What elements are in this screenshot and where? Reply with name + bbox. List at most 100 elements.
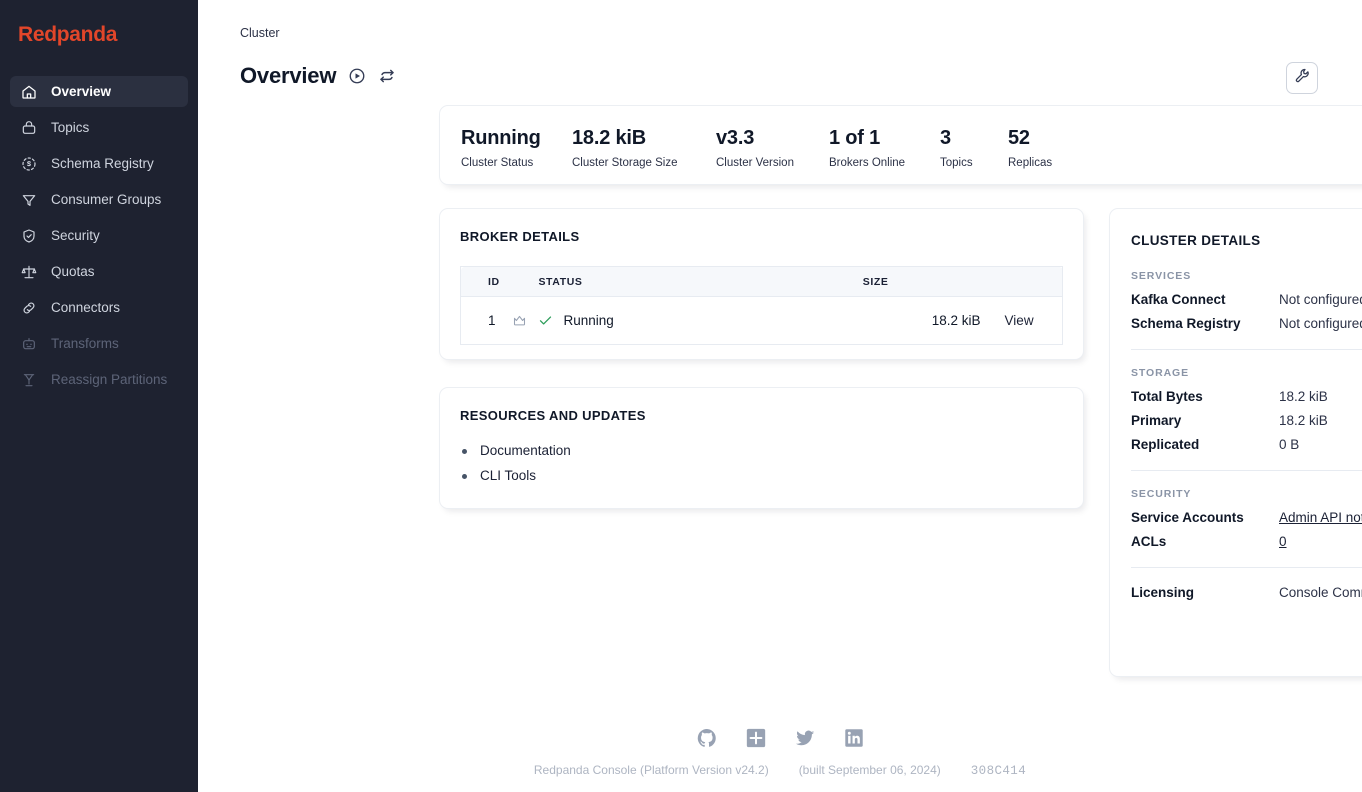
stat-cluster-status: Running Cluster Status: [461, 126, 541, 170]
build-date: (built September 06, 2024): [798, 763, 941, 777]
shield-check-icon: [20, 227, 38, 245]
sidebar-nav: Overview Topics Schema Registry Consumer…: [0, 76, 198, 395]
sidebar: Redpanda Overview Topics Schema Registry: [0, 0, 198, 792]
sidebar-item-label: Reassign Partitions: [51, 372, 168, 387]
sidebar-item-schema-registry[interactable]: Schema Registry: [10, 148, 188, 179]
broker-id-value: 1: [488, 313, 496, 328]
broker-table: ID Status Size 1: [460, 266, 1063, 345]
divider: [1131, 349, 1362, 350]
sidebar-item-connectors[interactable]: Connectors: [10, 292, 188, 323]
detail-row-licensing: Licensing Console Community: [1131, 585, 1362, 600]
cluster-details-title: Cluster Details: [1131, 233, 1261, 248]
stat-label: Cluster Storage Size: [572, 157, 678, 169]
sidebar-item-transforms: Transforms: [10, 328, 188, 359]
column-header-id[interactable]: ID: [460, 266, 539, 297]
broker-table-head: ID Status Size: [460, 266, 1063, 297]
detail-key: Primary: [1131, 413, 1182, 428]
sidebar-item-label: Connectors: [51, 300, 121, 315]
sidebar-item-security[interactable]: Security: [10, 220, 188, 251]
view-broker-link[interactable]: View: [1004, 313, 1034, 328]
schema-registry-icon: [20, 155, 38, 173]
column-header-status[interactable]: Status: [538, 266, 863, 297]
service-accounts-link[interactable]: Admin API not configured: [1279, 510, 1362, 525]
column-header-size[interactable]: Size: [862, 266, 983, 297]
refresh-icon[interactable]: [378, 67, 396, 85]
list-item[interactable]: CLI Tools: [460, 468, 1063, 483]
detail-value: Not configured: [1279, 292, 1362, 307]
detail-value: 18.2 kiB: [1279, 389, 1328, 404]
scales-icon: [20, 263, 38, 281]
cluster-details-card: Cluster Details Services Kafka Connect N…: [1109, 208, 1362, 677]
divider: [1131, 567, 1362, 568]
cell-status: Running: [538, 296, 863, 345]
breadcrumb[interactable]: Cluster: [240, 26, 280, 40]
linkedin-icon[interactable]: [843, 727, 865, 749]
stat-cluster-version: v3.3 Cluster Version: [716, 126, 794, 170]
section-label-security: Security: [1131, 488, 1192, 500]
twitter-icon[interactable]: [794, 727, 816, 749]
tools-button[interactable]: [1286, 62, 1318, 94]
detail-key: Kafka Connect: [1131, 292, 1226, 307]
section-label-services: Services: [1131, 270, 1192, 282]
acls-link[interactable]: 0: [1279, 534, 1287, 549]
broker-details-title: Broker Details: [460, 229, 580, 244]
stat-value: 18.2 kiB: [572, 127, 647, 149]
github-icon[interactable]: [696, 727, 718, 749]
stat-value: v3.3: [716, 127, 755, 149]
slack-icon[interactable]: [745, 727, 767, 749]
divider: [1131, 470, 1362, 471]
cell-id: 1: [460, 296, 539, 345]
stat-value: 52: [1008, 127, 1030, 149]
footer: Redpanda Console (Platform Version v24.2…: [198, 727, 1362, 778]
sidebar-item-label: Topics: [51, 120, 90, 135]
sidebar-item-label: Transforms: [51, 336, 119, 351]
sidebar-item-label: Security: [51, 228, 100, 243]
detail-row-primary: Primary 18.2 kiB: [1131, 413, 1362, 428]
resources-title: Resources and Updates: [460, 408, 646, 423]
stat-label: Cluster Version: [716, 157, 794, 169]
crown-icon: [512, 313, 527, 328]
detail-value: 18.2 kiB: [1279, 413, 1328, 428]
detail-key: ACLs: [1131, 534, 1167, 549]
detail-key: Replicated: [1131, 437, 1200, 452]
table-header-row: ID Status Size: [460, 266, 1063, 297]
detail-row-acls: ACLs 0: [1131, 534, 1362, 549]
detail-row-kafka-connect: Kafka Connect Not configured: [1131, 292, 1362, 307]
link-icon: [20, 299, 38, 317]
table-row[interactable]: 1 Running: [460, 296, 1063, 345]
detail-row-replicated: Replicated 0 B: [1131, 437, 1362, 452]
sidebar-item-quotas[interactable]: Quotas: [10, 256, 188, 287]
stat-value: 1 of 1: [829, 127, 881, 149]
detail-key: Total Bytes: [1131, 389, 1203, 404]
sidebar-item-consumer-groups[interactable]: Consumer Groups: [10, 184, 188, 215]
broker-status-value: Running: [563, 313, 614, 328]
sidebar-item-overview[interactable]: Overview: [10, 76, 188, 107]
redpanda-logo[interactable]: Redpanda: [18, 23, 118, 46]
sidebar-item-label: Consumer Groups: [51, 192, 162, 207]
footer-text: Redpanda Console (Platform Version v24.2…: [198, 763, 1362, 778]
stat-replicas: 52 Replicas: [1008, 126, 1052, 170]
detail-row-service-accounts: Service Accounts Admin API not configure…: [1131, 510, 1362, 525]
cell-size: 18.2 kiB: [862, 296, 983, 345]
play-circle-icon[interactable]: [348, 67, 366, 85]
stat-label: Cluster Status: [461, 157, 534, 169]
list-item[interactable]: Documentation: [460, 443, 1063, 458]
sidebar-item-label: Overview: [51, 84, 112, 99]
home-icon: [20, 83, 38, 101]
detail-key: Service Accounts: [1131, 510, 1244, 525]
cell-actions: View: [982, 296, 1063, 345]
sidebar-item-topics[interactable]: Topics: [10, 112, 188, 143]
check-icon: [538, 313, 553, 328]
stat-brokers-online: 1 of 1 Brokers Online: [829, 126, 905, 170]
column-header-actions: [982, 266, 1063, 297]
sidebar-item-label: Schema Registry: [51, 156, 154, 171]
reassign-icon: [20, 371, 38, 389]
detail-row-total-bytes: Total Bytes 18.2 kiB: [1131, 389, 1362, 404]
stat-cluster-storage-size: 18.2 kiB Cluster Storage Size: [572, 126, 677, 170]
social-links: [198, 727, 1362, 749]
console-version: Redpanda Console (Platform Version v24.2…: [533, 763, 769, 777]
resources-and-updates-card: Resources and Updates Documentation CLI …: [439, 387, 1084, 509]
main-content: Cluster Overview Running Cluster Status …: [198, 0, 1362, 792]
stat-topics: 3 Topics: [940, 126, 973, 170]
